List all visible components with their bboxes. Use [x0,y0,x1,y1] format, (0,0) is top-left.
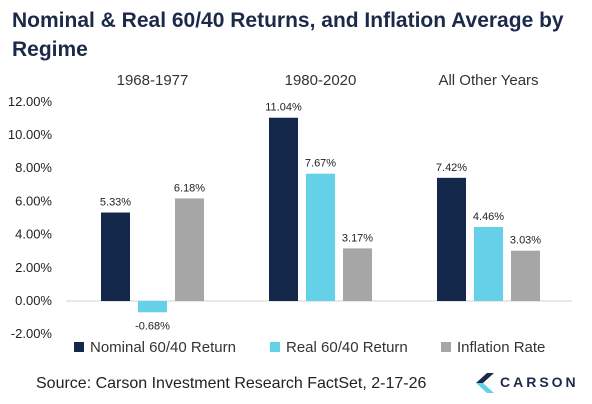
legend-swatch [74,342,84,352]
y-tick-label: 10.00% [8,127,53,142]
carson-logo: CARSON [474,371,586,395]
legend-swatch [270,342,280,352]
legend-label: Nominal 60/40 Return [90,339,236,356]
data-label: 3.03% [510,235,541,247]
data-label: -0.68% [135,320,170,332]
bar [343,248,372,301]
legend-swatch [441,342,451,352]
bar [175,198,204,301]
bar [474,226,503,301]
y-tick-label: 4.00% [15,227,52,242]
bar [437,177,466,301]
bar [511,250,540,301]
carson-logo-text: CARSON [500,374,579,390]
y-tick-label: 0.00% [15,293,52,308]
data-label: 7.42% [436,162,467,174]
data-label: 7.67% [305,158,336,170]
data-label: 3.17% [342,232,373,244]
legend-label: Real 60/40 Return [286,339,408,356]
y-tick-label: -2.00% [11,326,53,341]
y-tick-label: 12.00% [8,94,53,109]
data-label: 5.33% [100,197,131,209]
data-label: 11.04% [265,102,302,114]
bar [306,173,335,301]
y-tick-label: 6.00% [15,193,52,208]
bar [101,212,130,301]
category-label: 1980-2020 [285,72,357,89]
chart-title: Nominal & Real 60/40 Returns, and Inflat… [12,9,564,61]
data-label: 4.46% [473,211,504,223]
source-note: Source: Carson Investment Research FactS… [36,375,427,392]
data-label: 6.18% [174,182,205,194]
bar [269,117,298,302]
carson-logo-icon [476,373,494,393]
y-tick-label: 2.00% [15,260,52,275]
category-label: 1968-1977 [117,72,189,89]
bar [138,301,167,313]
category-label: All Other Years [438,72,538,89]
legend-label: Inflation Rate [457,339,545,356]
y-tick-label: 8.00% [15,160,52,175]
